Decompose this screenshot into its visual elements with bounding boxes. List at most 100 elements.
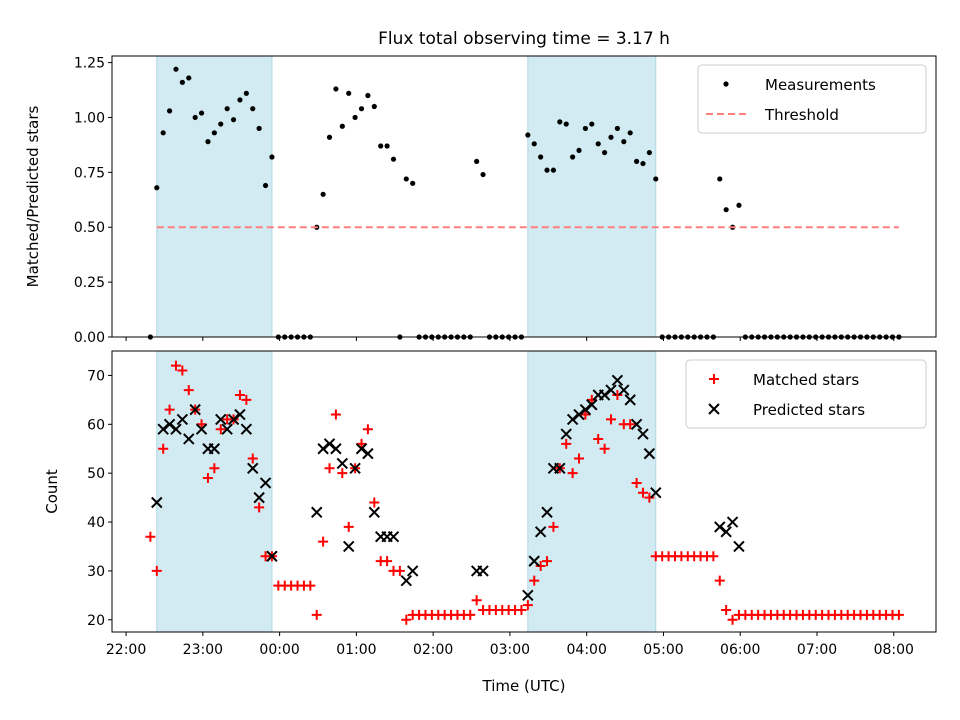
measurement-point	[563, 121, 569, 127]
predicted-star-point	[400, 574, 412, 587]
axes-frame	[111, 55, 937, 338]
legend-label: Predicted stars	[753, 401, 865, 419]
shaded-interval-1	[156, 55, 273, 338]
matched-star-point	[644, 492, 655, 503]
measurement-point	[646, 149, 652, 156]
matched-star-point	[241, 394, 252, 405]
predicted-star-point	[586, 399, 598, 411]
measurement-point	[653, 176, 659, 182]
measurement-point	[589, 121, 595, 127]
shaded-interval-2	[527, 55, 657, 338]
legend-box	[697, 64, 927, 134]
predicted-star-point	[362, 447, 374, 460]
x-tick-label: 04:00	[567, 642, 607, 658]
predicted-star-point	[266, 550, 278, 562]
y-tick-label: 70	[87, 368, 105, 384]
y-axis-label: Count	[43, 469, 61, 514]
matched-star-point	[170, 360, 181, 371]
predicted-star-point	[714, 521, 726, 533]
matched-star-point	[893, 609, 904, 620]
predicted-star-point	[643, 447, 656, 460]
measurement-point	[262, 182, 269, 189]
matched-star-point	[535, 561, 546, 572]
measurement-point	[640, 160, 646, 167]
measurement-point	[608, 134, 614, 140]
plot-layer: 0.00 0.25 0.50 0.75 1.00 1.25 Matched/Predicte…	[24, 55, 937, 695]
predicted-star-point	[176, 413, 189, 426]
measurement-point	[211, 130, 217, 136]
x-tick-label: 06:00	[720, 642, 760, 658]
y-axis-label: Matched/Predicted stars	[24, 106, 42, 288]
measurement-point	[723, 207, 729, 213]
predicted-star-point	[554, 462, 566, 474]
matched-star-point	[631, 477, 642, 488]
legend-label: Matched stars	[753, 371, 859, 389]
y-tick-label: 30	[87, 564, 105, 580]
y-tick-label: 60	[87, 417, 105, 433]
matched-star-point	[574, 453, 585, 464]
predicted-star-point	[195, 423, 208, 435]
predicted-star-point	[151, 496, 163, 509]
measurement-point	[736, 202, 742, 208]
matched-star-point	[599, 443, 610, 454]
measurement-point	[237, 97, 243, 103]
x-tick-label: 22:00	[106, 642, 146, 658]
x-axis-label: Time (UTC)	[482, 677, 566, 695]
measurement-point	[576, 147, 582, 153]
matched-star-point	[202, 473, 213, 484]
measurement-point	[326, 134, 333, 140]
measurement-point	[633, 158, 640, 164]
matched-star-point	[183, 385, 194, 396]
measurement-point	[154, 185, 160, 191]
matched-star-point	[158, 443, 169, 454]
matched-star-point	[567, 468, 578, 479]
matched-star-point	[369, 497, 380, 508]
predicted-star-point	[221, 423, 233, 435]
predicted-star-point	[387, 530, 400, 543]
matched-star-point	[714, 575, 725, 586]
legend-matched-swatch	[709, 374, 719, 384]
matched-star-point	[529, 575, 540, 586]
measurement-point	[602, 149, 608, 156]
measurement-point	[352, 114, 358, 121]
measurement-point	[627, 130, 633, 136]
matched-star-point	[471, 595, 482, 606]
matched-star-point	[196, 419, 207, 430]
predicted-star-point	[240, 423, 253, 435]
measurement-point	[544, 167, 550, 173]
matched-star-point	[337, 468, 348, 479]
predicted-star-point	[317, 443, 329, 455]
predicted-star-point	[406, 565, 419, 577]
panel-1: 0.00 0.25 0.50 0.75 1.00 1.25 Matched/Predicte…	[24, 55, 937, 346]
measurement-point	[358, 106, 365, 112]
matched-star-point	[356, 438, 367, 449]
predicted-star-point	[541, 506, 553, 518]
x-tick-label: 05:00	[643, 642, 683, 658]
matched-star-point	[625, 419, 636, 430]
measurement-point	[525, 132, 531, 138]
matched-star-point	[561, 438, 572, 449]
legend: Measurements Threshold	[697, 64, 927, 134]
matched-star-point	[145, 531, 156, 542]
matched-star-point	[637, 487, 648, 498]
measurement-point	[333, 86, 339, 92]
predicted-star-point	[330, 443, 342, 455]
measurement-point	[582, 125, 589, 132]
y-tick-label: 1.00	[74, 110, 105, 126]
predicted-star-point	[323, 438, 336, 450]
matched-star-point	[215, 424, 226, 435]
matched-star-point	[606, 414, 617, 425]
axes-frame	[111, 350, 937, 633]
matched-star-point	[465, 609, 476, 620]
y-tick-label: 0.75	[74, 165, 105, 181]
legend-box	[685, 359, 927, 429]
predicted-star-point	[534, 526, 547, 538]
predicted-star-point	[726, 516, 739, 528]
measurement-point	[614, 125, 621, 132]
y-tick-label: 1.25	[74, 56, 105, 72]
measurement-point	[192, 114, 198, 121]
legend-label: Measurements	[765, 76, 876, 94]
matched-star-point	[234, 389, 245, 400]
measurement-point	[173, 66, 179, 72]
